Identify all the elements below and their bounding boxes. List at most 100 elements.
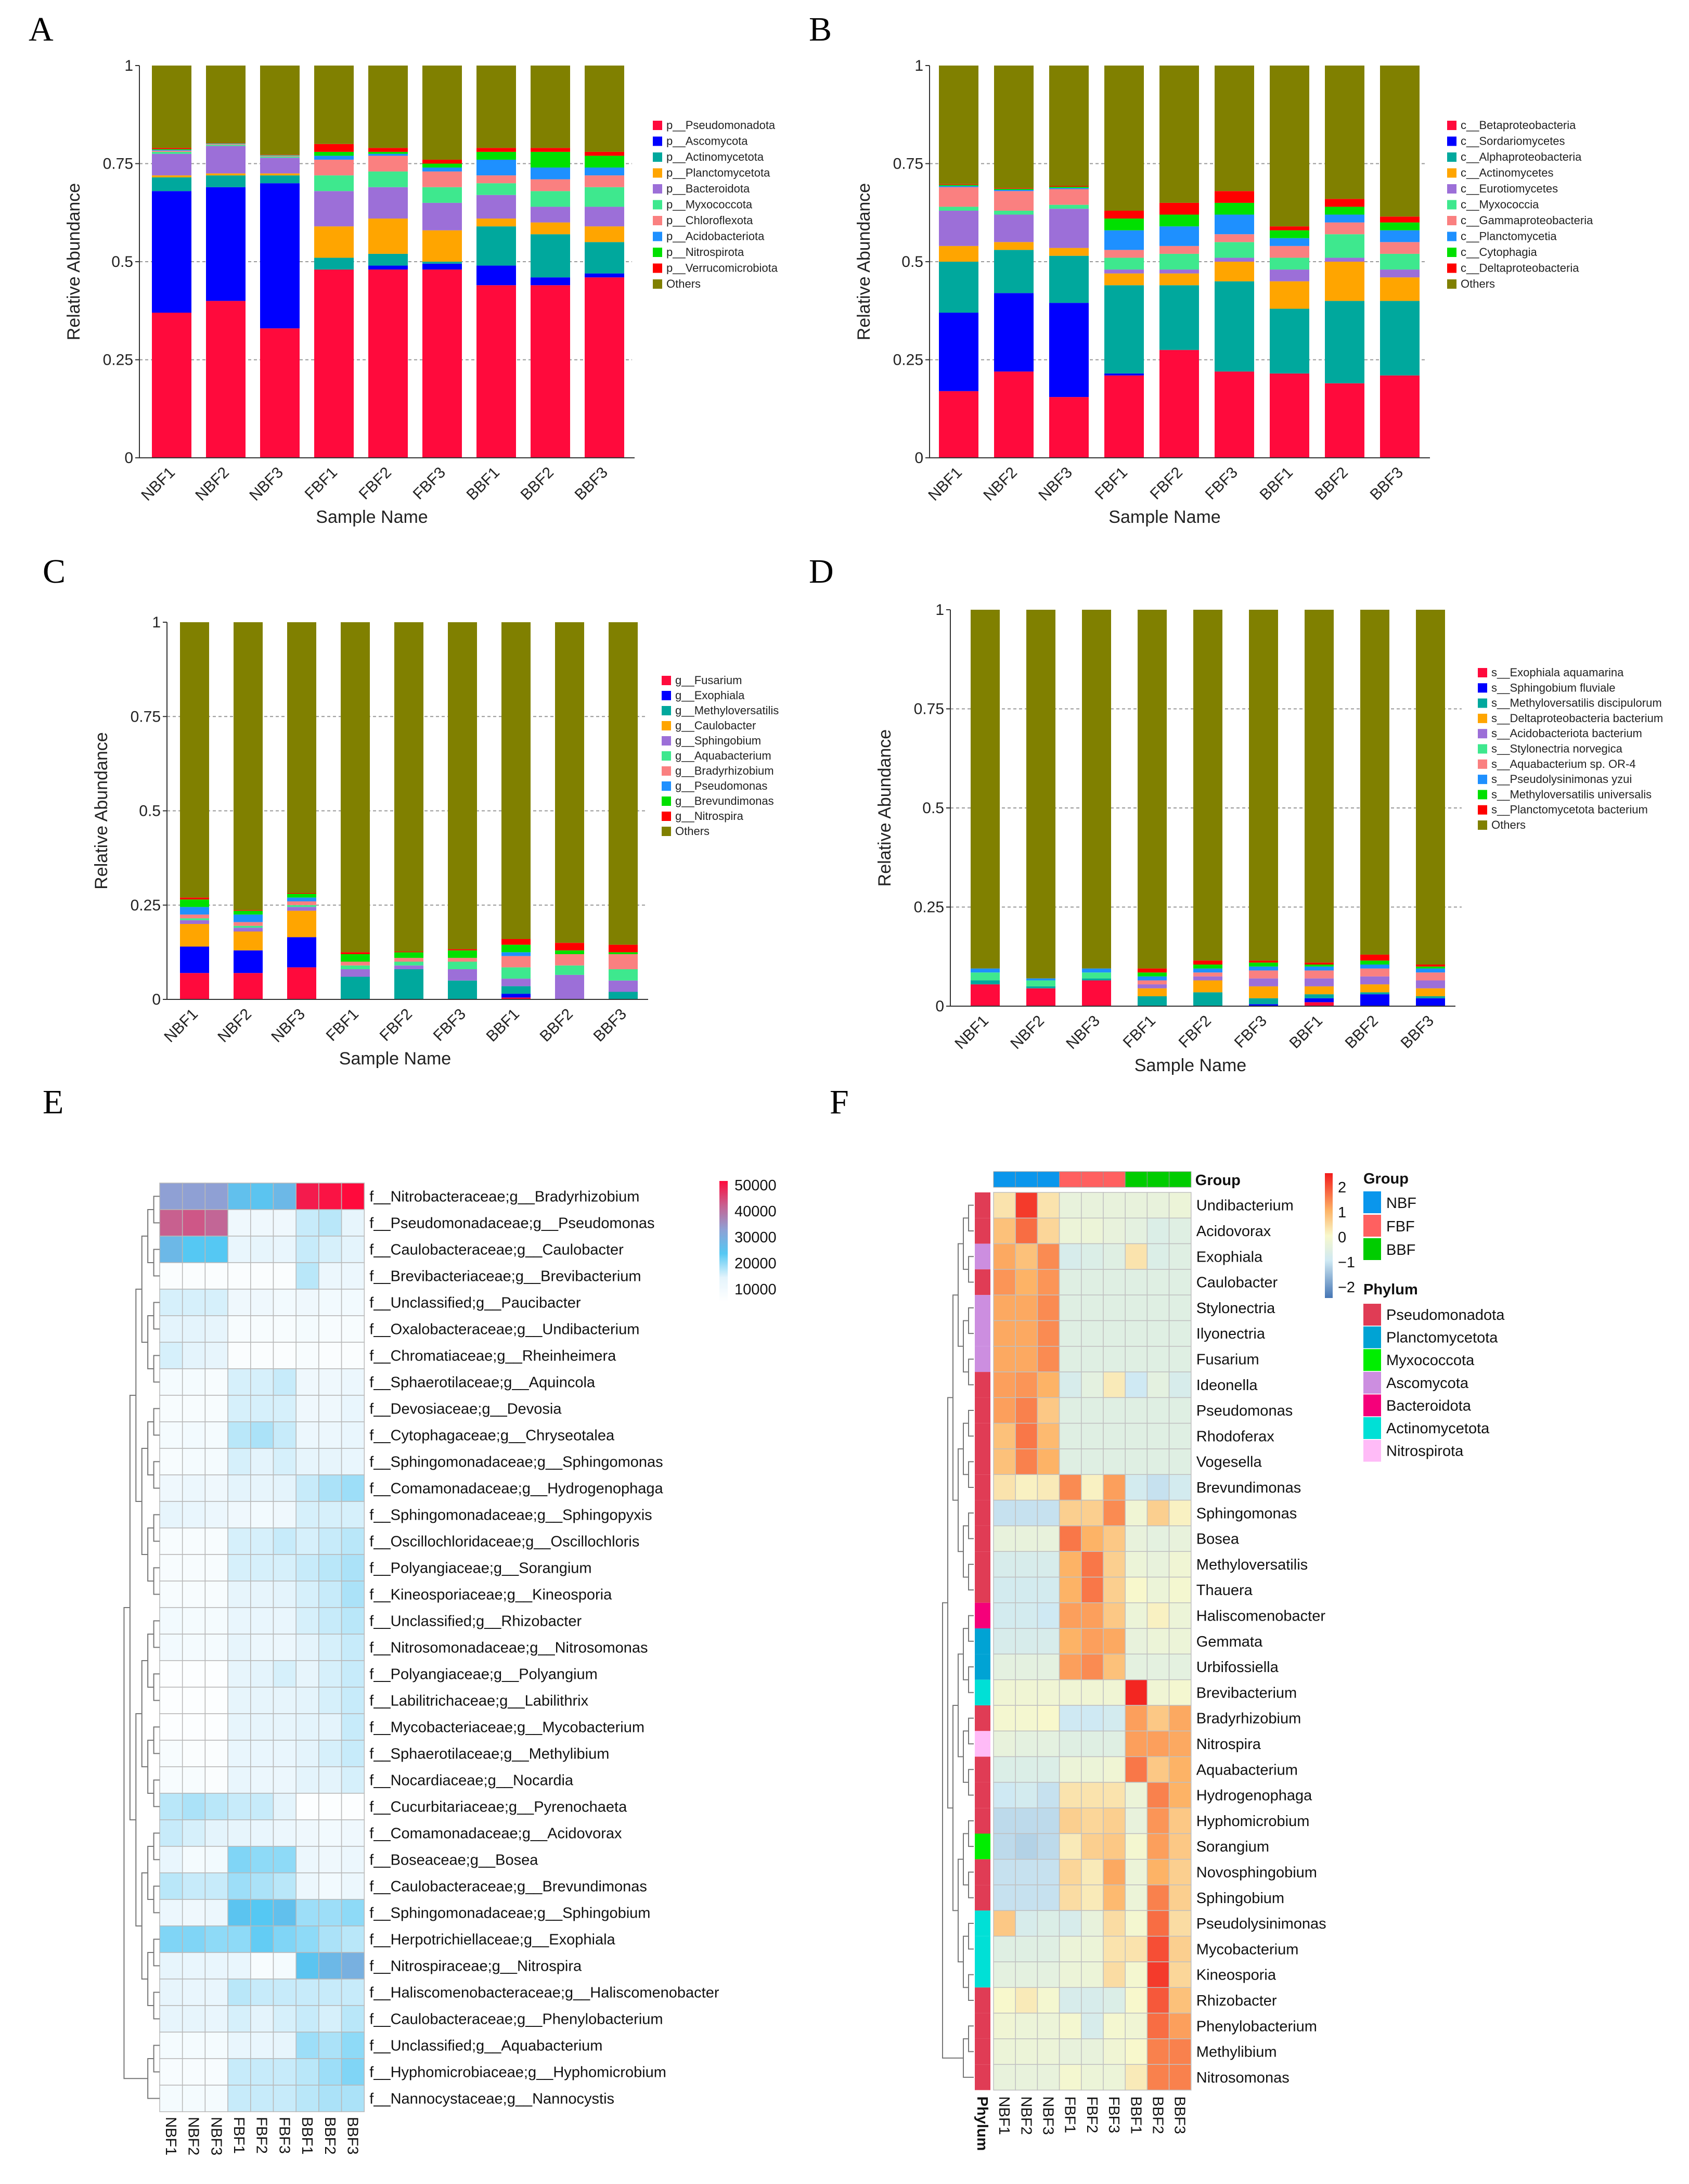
heatmap-cell (1103, 1628, 1126, 1655)
legend-swatch (1447, 263, 1456, 273)
bar-segment (368, 253, 408, 266)
heatmap-cell (318, 1474, 342, 1502)
heatmap-cell (1125, 1910, 1148, 1937)
heatmap-cell (273, 1925, 296, 1953)
legend-swatch (1478, 790, 1487, 800)
x-tick-label: NBF3 (1035, 464, 1076, 505)
heatmap-cell (318, 1925, 342, 1953)
heatmap-cell (1059, 1294, 1082, 1321)
bar-segment (152, 313, 191, 458)
heatmap-cell (1103, 1474, 1126, 1501)
heatmap-cell (993, 2038, 1016, 2065)
bar-segment (422, 262, 462, 264)
phylum-legend-title: Phylum (1363, 1281, 1418, 1298)
heatmap-cell (1015, 1320, 1038, 1347)
bar-segment (1026, 988, 1055, 1006)
row-dendrogram (942, 1204, 974, 2078)
heatmap-cell (1059, 1397, 1082, 1424)
heatmap-cell (1059, 1961, 1082, 1988)
row-label: f__Nitrobacteraceae;g__Bradyrhizobium (369, 1189, 639, 1205)
bar-segment (585, 66, 624, 152)
x-tick-label: FBF3 (1231, 1012, 1270, 1051)
heatmap-cell (1103, 1371, 1126, 1398)
heatmap-cell (341, 1209, 365, 1237)
bar-segment (1104, 375, 1144, 458)
bar-segment (314, 156, 354, 160)
heatmap-cell (250, 2058, 274, 2086)
bar-segment (994, 188, 1034, 189)
heatmap-cell (295, 1554, 319, 1582)
heatmap-cell (295, 1527, 319, 1555)
heatmap-cell (993, 1448, 1016, 1475)
heatmap-cell (1168, 1935, 1192, 1962)
heatmap-cell (1103, 1192, 1126, 1219)
heatmap-cell (1168, 1320, 1192, 1347)
heatmap-cell (1168, 1756, 1192, 1783)
heatmap-cell (250, 1925, 274, 1953)
bar-segment (1138, 980, 1167, 985)
heatmap-cell (341, 1474, 365, 1502)
bar-segment (287, 893, 316, 894)
heatmap-cell (1103, 1551, 1126, 1578)
bar-segment (206, 143, 246, 144)
heatmap-cell (273, 1209, 296, 1237)
heatmap-cell (1168, 2012, 1192, 2039)
heatmap-cell (159, 1925, 183, 1953)
heatmap-cell (1168, 1705, 1192, 1732)
group-legend-title: Group (1363, 1171, 1409, 1187)
heatmap-cell (204, 1581, 228, 1608)
heatmap-cell (1125, 1935, 1148, 1962)
heatmap-cell (182, 1368, 206, 1396)
bar-segment (422, 163, 462, 168)
heatmap-cell (1081, 1756, 1104, 1783)
bar-segment (1380, 216, 1420, 223)
stacked-bar-chart-c: NBF1 NBF2 NBF3 FBF1 FBF2 FBF3 BBF1 BBF2 BBF3 0 0.2… (92, 614, 779, 1069)
heatmap-cell (295, 1713, 319, 1741)
heatmap-cell (273, 1501, 296, 1528)
bar-segment (939, 246, 978, 262)
heatmap-cell (273, 1368, 296, 1396)
bar-segment (394, 958, 423, 962)
row-label: Undibacterium (1196, 1198, 1294, 1214)
heatmap-cell (1037, 1756, 1060, 1783)
heatmap-cell (1125, 1551, 1148, 1578)
heatmap-cell (1059, 1320, 1082, 1347)
heatmap-cell (1103, 1782, 1126, 1808)
heatmap-cell (1146, 1935, 1170, 1962)
x-tick-label: NBF3 (246, 464, 287, 505)
row-label: Bradyrhizobium (1196, 1711, 1301, 1727)
dendrogram-branch (147, 1209, 154, 1263)
heatmap-cell (250, 1581, 274, 1608)
heatmap-cell (159, 1448, 183, 1475)
dendrogram-branch (947, 1397, 953, 1809)
heatmap-cell (273, 1448, 296, 1475)
heatmap-cell (341, 1368, 365, 1396)
heatmap-cell (182, 1448, 206, 1475)
dendrogram-branch (153, 1779, 160, 1807)
heatmap-cell (250, 1183, 274, 1210)
heatmap-cell (341, 1501, 365, 1528)
legend-swatch (653, 136, 662, 146)
bar-segment (152, 150, 191, 152)
heatmap-cell (1081, 1705, 1104, 1732)
x-tick-label: NBF1 (138, 464, 178, 505)
bar-segment (314, 226, 354, 258)
bar-segment (1159, 226, 1199, 246)
heatmap-cell (1125, 1730, 1148, 1757)
bar-segment (1215, 258, 1254, 262)
colorbar-tick-label: −2 (1338, 1279, 1355, 1296)
row-label: f__Nannocystaceae;g__Nannocystis (369, 2091, 614, 2108)
heatmap-cell (1103, 1961, 1126, 1988)
legend-label: Pseudomonadota (1386, 1307, 1505, 1324)
dendrogram-branch (153, 1673, 160, 1701)
heatmap-cell (159, 1501, 183, 1528)
bar-segment (531, 277, 570, 286)
heatmap-cell (250, 1793, 274, 1820)
heatmap-cell (1103, 1653, 1126, 1680)
y-tick-label: 0.5 (922, 800, 944, 817)
bar-segment (531, 285, 570, 458)
row-label: f__Caulobacteraceae;g__Phenylobacterium (369, 2011, 663, 2028)
bar-segment (1270, 66, 1309, 227)
heatmap-cell (295, 1183, 319, 1210)
